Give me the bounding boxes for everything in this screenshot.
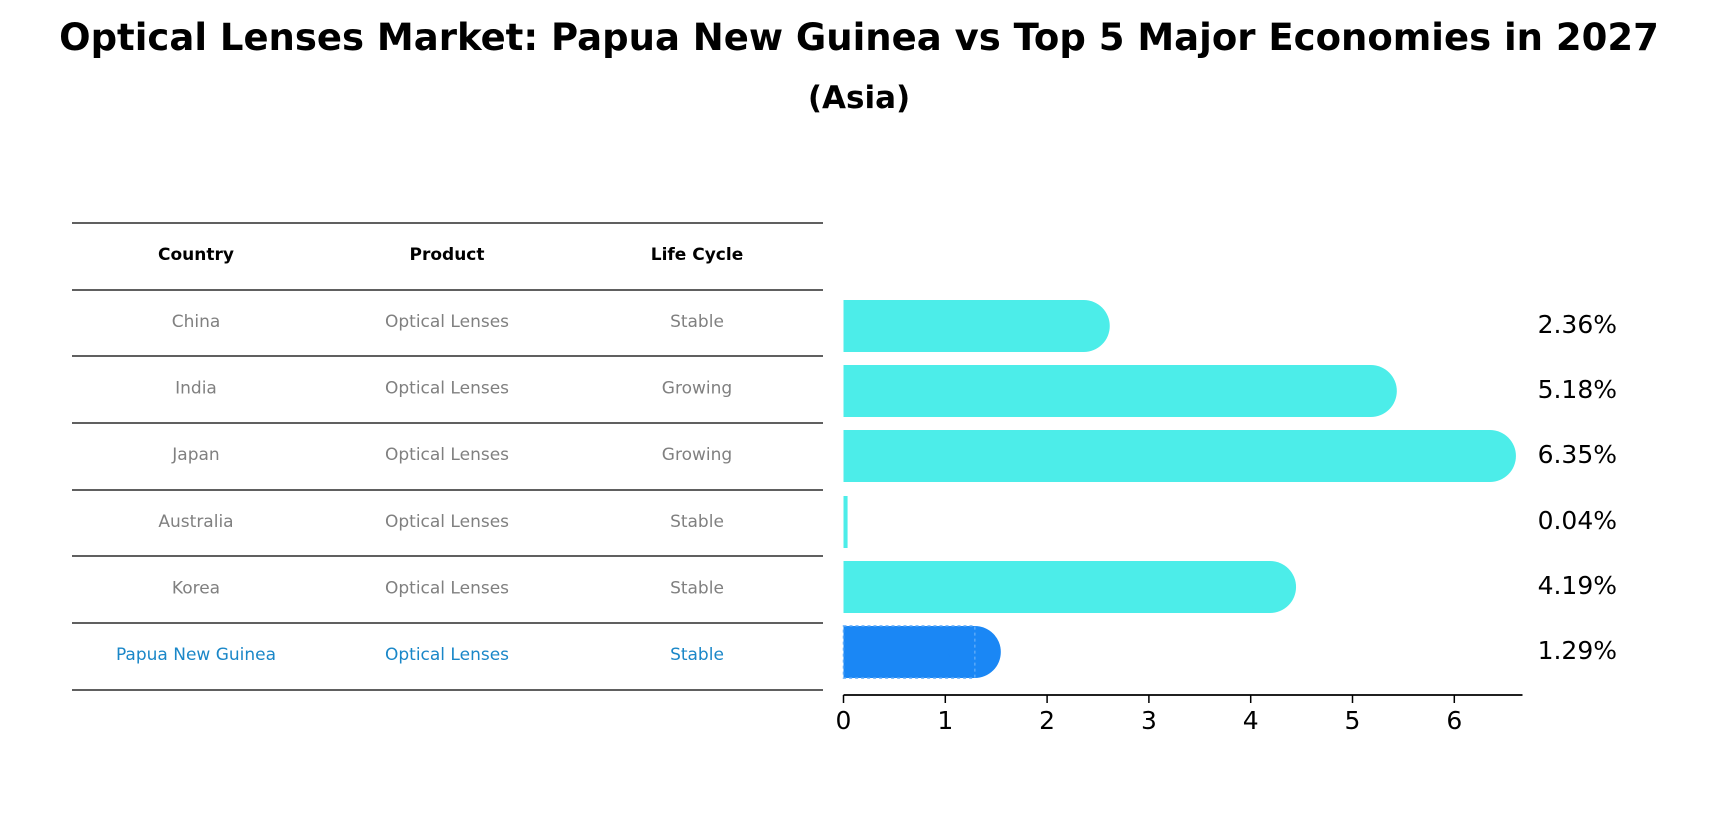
bar-india-cap	[1344, 365, 1397, 417]
table-cell: Korea	[172, 578, 220, 598]
bar-group: 0.04%	[843, 496, 1617, 548]
table-cell: Optical Lenses	[385, 379, 509, 399]
bar-china	[843, 300, 1084, 352]
bar-korea-cap	[1244, 561, 1297, 613]
bar-japan	[843, 430, 1490, 482]
bar-papua-new-guinea-outline	[842, 625, 976, 679]
bar-group: 2.36%	[843, 300, 1617, 352]
table-header-country: Country	[158, 245, 234, 265]
chart-subtitle: (Asia)	[807, 80, 911, 116]
bar-group: 4.19%	[843, 561, 1617, 613]
x-tick-label: 0	[836, 706, 852, 735]
bar-korea	[843, 561, 1271, 613]
x-tick-label: 6	[1446, 706, 1462, 735]
value-label: 6.35%	[1538, 440, 1617, 469]
table-cell: India	[175, 379, 217, 399]
bar-group: 5.18%	[843, 365, 1617, 417]
table-cell: Optical Lenses	[385, 645, 509, 665]
bar-japan-cap	[1463, 430, 1516, 482]
table-cell: Optical Lenses	[385, 578, 509, 598]
value-label: 1.29%	[1538, 636, 1617, 665]
table-cell: Papua New Guinea	[116, 645, 276, 665]
table-layer: Country Product Life Cycle China Optical Len…	[72, 222, 823, 691]
value-label: 4.19%	[1538, 571, 1617, 600]
table-cell: Australia	[158, 512, 233, 532]
x-tick-label: 3	[1141, 706, 1157, 735]
x-tick-label: 4	[1243, 706, 1259, 735]
bar-group: 1.29%	[842, 625, 1617, 679]
bar-india	[843, 365, 1371, 417]
bar-australia	[843, 496, 848, 548]
x-tick-label: 1	[937, 706, 953, 735]
table-cell: Stable	[670, 578, 724, 598]
value-label: 0.04%	[1538, 506, 1617, 535]
table-cell: Growing	[662, 379, 732, 399]
x-axis: 0 1 2 3 4 5 6	[836, 694, 1523, 735]
table-cell: Optical Lenses	[385, 312, 509, 332]
table-cell: Japan	[171, 445, 219, 465]
value-label: 2.36%	[1538, 310, 1617, 339]
value-label: 5.18%	[1538, 375, 1617, 404]
bars-layer: 2.36% 5.18% 6.35% 0.04% 4.19% 1.29%	[842, 300, 1617, 679]
table-cell: Stable	[670, 512, 724, 532]
table-header-life-cycle: Life Cycle	[651, 245, 744, 265]
table-cell: Stable	[670, 645, 724, 665]
table-cell: Growing	[662, 445, 732, 465]
bar-group: 6.35%	[843, 430, 1617, 482]
x-tick-label: 2	[1039, 706, 1055, 735]
table-cell: Optical Lenses	[385, 512, 509, 532]
table-cell: Stable	[670, 312, 724, 332]
table-cell: Optical Lenses	[385, 445, 509, 465]
x-tick-label: 5	[1345, 706, 1361, 735]
table-header-product: Product	[410, 245, 485, 265]
chart-title: Optical Lenses Market: Papua New Guinea …	[59, 16, 1659, 59]
bar-china-cap	[1057, 300, 1110, 352]
table-cell: China	[172, 312, 221, 332]
